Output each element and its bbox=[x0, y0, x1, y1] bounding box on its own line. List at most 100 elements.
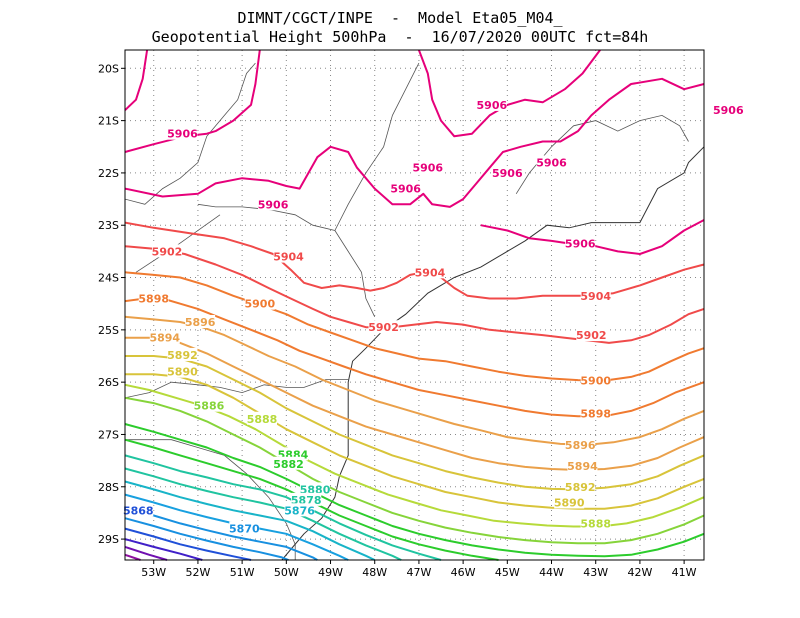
contour-5894 bbox=[125, 336, 705, 471]
map-title-line2: Geopotential Height 500hPa - 16/07/2020 … bbox=[151, 28, 649, 46]
contour-5890 bbox=[125, 373, 705, 510]
contour-label: 5892 bbox=[167, 349, 198, 362]
x-tick-label: 52W bbox=[185, 566, 210, 579]
contour-label-bg bbox=[580, 406, 611, 420]
contour-label-bg bbox=[576, 328, 607, 342]
contour-label: 5886 bbox=[194, 400, 225, 413]
contour-label: 5904 bbox=[273, 251, 304, 264]
x-tick-label: 48W bbox=[362, 566, 387, 579]
contour-5876 bbox=[124, 480, 376, 561]
contour-label-bg bbox=[167, 126, 198, 140]
contour-5906 bbox=[480, 219, 705, 255]
y-axis-ticks: 20S 21S 22S 23S 24S 25S 26S 27S 28S 29S bbox=[98, 62, 125, 546]
contour-label: 5890 bbox=[554, 496, 585, 509]
contour-5884 bbox=[124, 423, 705, 558]
contour-label: 5906 bbox=[713, 104, 744, 117]
contour-label-bg bbox=[476, 97, 507, 111]
contour-label: 5900 bbox=[244, 298, 275, 311]
contour-5906 bbox=[124, 49, 149, 111]
contour-label-bg bbox=[368, 320, 399, 334]
contour-5902 bbox=[124, 245, 705, 344]
contour-label: 5888 bbox=[580, 517, 611, 530]
contour-label: 5906 bbox=[412, 162, 443, 175]
state-border bbox=[334, 62, 420, 231]
contour-label: 5906 bbox=[477, 99, 508, 112]
map-title-line1: DIMNT/CGCT/INPE - Model Eta05_M04_ bbox=[237, 9, 563, 27]
contour-label: 5902 bbox=[152, 245, 183, 258]
contour-label: 5868 bbox=[123, 504, 154, 517]
contour-label-bg bbox=[580, 288, 611, 302]
contour-label-bg bbox=[554, 495, 585, 509]
x-tick-label: 45W bbox=[495, 566, 520, 579]
y-tick-label: 25S bbox=[98, 324, 119, 337]
contour-label-bg bbox=[185, 315, 216, 328]
x-tick-label: 47W bbox=[406, 566, 431, 579]
x-tick-label: 46W bbox=[451, 566, 476, 579]
contour-5900 bbox=[124, 271, 705, 382]
y-tick-label: 22S bbox=[98, 167, 119, 180]
x-tick-label: 49W bbox=[318, 566, 343, 579]
plot-frame bbox=[124, 49, 705, 561]
contour-5862 bbox=[124, 553, 141, 561]
x-tick-label: 41W bbox=[672, 566, 697, 579]
contour-label: 5896 bbox=[185, 316, 216, 329]
x-tick-label: 42W bbox=[627, 566, 652, 579]
contour-label: 5890 bbox=[167, 366, 198, 379]
contour-5866 bbox=[124, 538, 203, 561]
y-tick-label: 28S bbox=[98, 481, 119, 494]
y-tick-label: 27S bbox=[98, 428, 119, 441]
contour-label: 5904 bbox=[415, 266, 446, 279]
contour-label-bg bbox=[580, 373, 611, 387]
contour-labels: 5906 5906 5906 5906 5906 5906 5906 5906 5906 5904… bbox=[123, 97, 744, 536]
contour-label-bg bbox=[167, 364, 198, 378]
contour-label-bg bbox=[390, 181, 421, 195]
contour-5886 bbox=[124, 396, 705, 545]
contour-label-bg bbox=[193, 398, 224, 412]
contour-label-bg bbox=[273, 249, 304, 263]
contour-label-bg bbox=[412, 160, 443, 174]
contour-label-bg bbox=[167, 347, 198, 361]
contour-label-bg bbox=[123, 503, 154, 517]
contour-5892 bbox=[125, 355, 705, 491]
y-tick-label: 21S bbox=[98, 115, 119, 128]
contour-5878 bbox=[124, 467, 402, 561]
contour-label-bg bbox=[138, 291, 169, 305]
x-tick-label: 44W bbox=[539, 566, 564, 579]
contour-label-bg bbox=[244, 296, 275, 310]
contour-label-bg bbox=[567, 458, 598, 472]
contour-label: 5902 bbox=[576, 329, 607, 342]
contour-label-bg bbox=[414, 265, 445, 279]
state-border bbox=[197, 203, 376, 317]
contour-label-bg bbox=[247, 411, 278, 425]
contour-label-bg bbox=[565, 236, 596, 250]
state-border bbox=[125, 439, 296, 560]
contour-label: 5904 bbox=[580, 290, 611, 303]
x-tick-label: 53W bbox=[141, 566, 166, 579]
contour-label-bg bbox=[713, 103, 744, 117]
contour-5868 bbox=[124, 527, 252, 561]
contour-label-bg bbox=[273, 456, 304, 470]
contour-label: 5892 bbox=[565, 481, 596, 494]
contour-label: 5906 bbox=[492, 167, 523, 180]
contour-label-bg bbox=[565, 479, 596, 493]
contour-label: 5906 bbox=[390, 183, 421, 196]
contour-label: 5898 bbox=[138, 292, 169, 305]
contour-5864 bbox=[124, 545, 168, 561]
x-tick-label: 43W bbox=[583, 566, 608, 579]
contour-label-bg bbox=[258, 197, 289, 211]
contour-label: 5898 bbox=[580, 408, 611, 421]
y-tick-label: 24S bbox=[98, 272, 119, 285]
y-tick-label: 29S bbox=[98, 533, 119, 546]
state-border bbox=[124, 379, 349, 399]
contour-label-bg bbox=[229, 521, 260, 535]
contour-label: 5876 bbox=[284, 504, 315, 517]
x-tick-label: 50W bbox=[274, 566, 299, 579]
contour-label-bg bbox=[151, 244, 182, 258]
contour-5872 bbox=[124, 506, 318, 561]
contour-label-bg bbox=[492, 165, 523, 179]
state-border bbox=[135, 214, 221, 273]
contour-label-bg bbox=[565, 437, 596, 451]
contour-5896 bbox=[124, 315, 705, 446]
contour-5906 bbox=[124, 77, 705, 208]
